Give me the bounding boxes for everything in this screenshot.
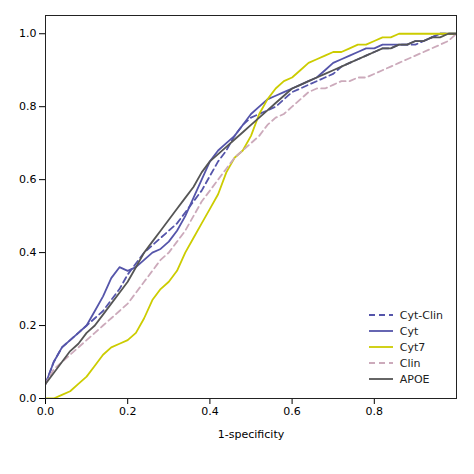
svg-text:0.0: 0.0 <box>37 405 55 418</box>
svg-text:0.4: 0.4 <box>19 246 37 259</box>
svg-text:0.6: 0.6 <box>19 173 37 186</box>
svg-text:0.2: 0.2 <box>119 405 137 418</box>
html-text:Cyt7: Cyt7 <box>399 340 426 354</box>
svg-text:0.8: 0.8 <box>19 100 37 113</box>
html-text:Cyt-Clin: Cyt-Clin <box>399 308 443 322</box>
svg-text:1.0: 1.0 <box>19 27 37 40</box>
svg-text:1-specificity: 1-specificity <box>218 428 285 441</box>
html-text:Clin: Clin <box>399 356 421 370</box>
svg-text:0.6: 0.6 <box>283 405 301 418</box>
svg-text:0.0: 0.0 <box>19 392 37 405</box>
svg-text:0.8: 0.8 <box>366 405 384 418</box>
html-text:Cyt: Cyt <box>399 324 419 338</box>
svg-text:0.4: 0.4 <box>201 405 219 418</box>
html-text:APOE: APOE <box>399 372 430 386</box>
svg-text:0.2: 0.2 <box>19 319 37 332</box>
